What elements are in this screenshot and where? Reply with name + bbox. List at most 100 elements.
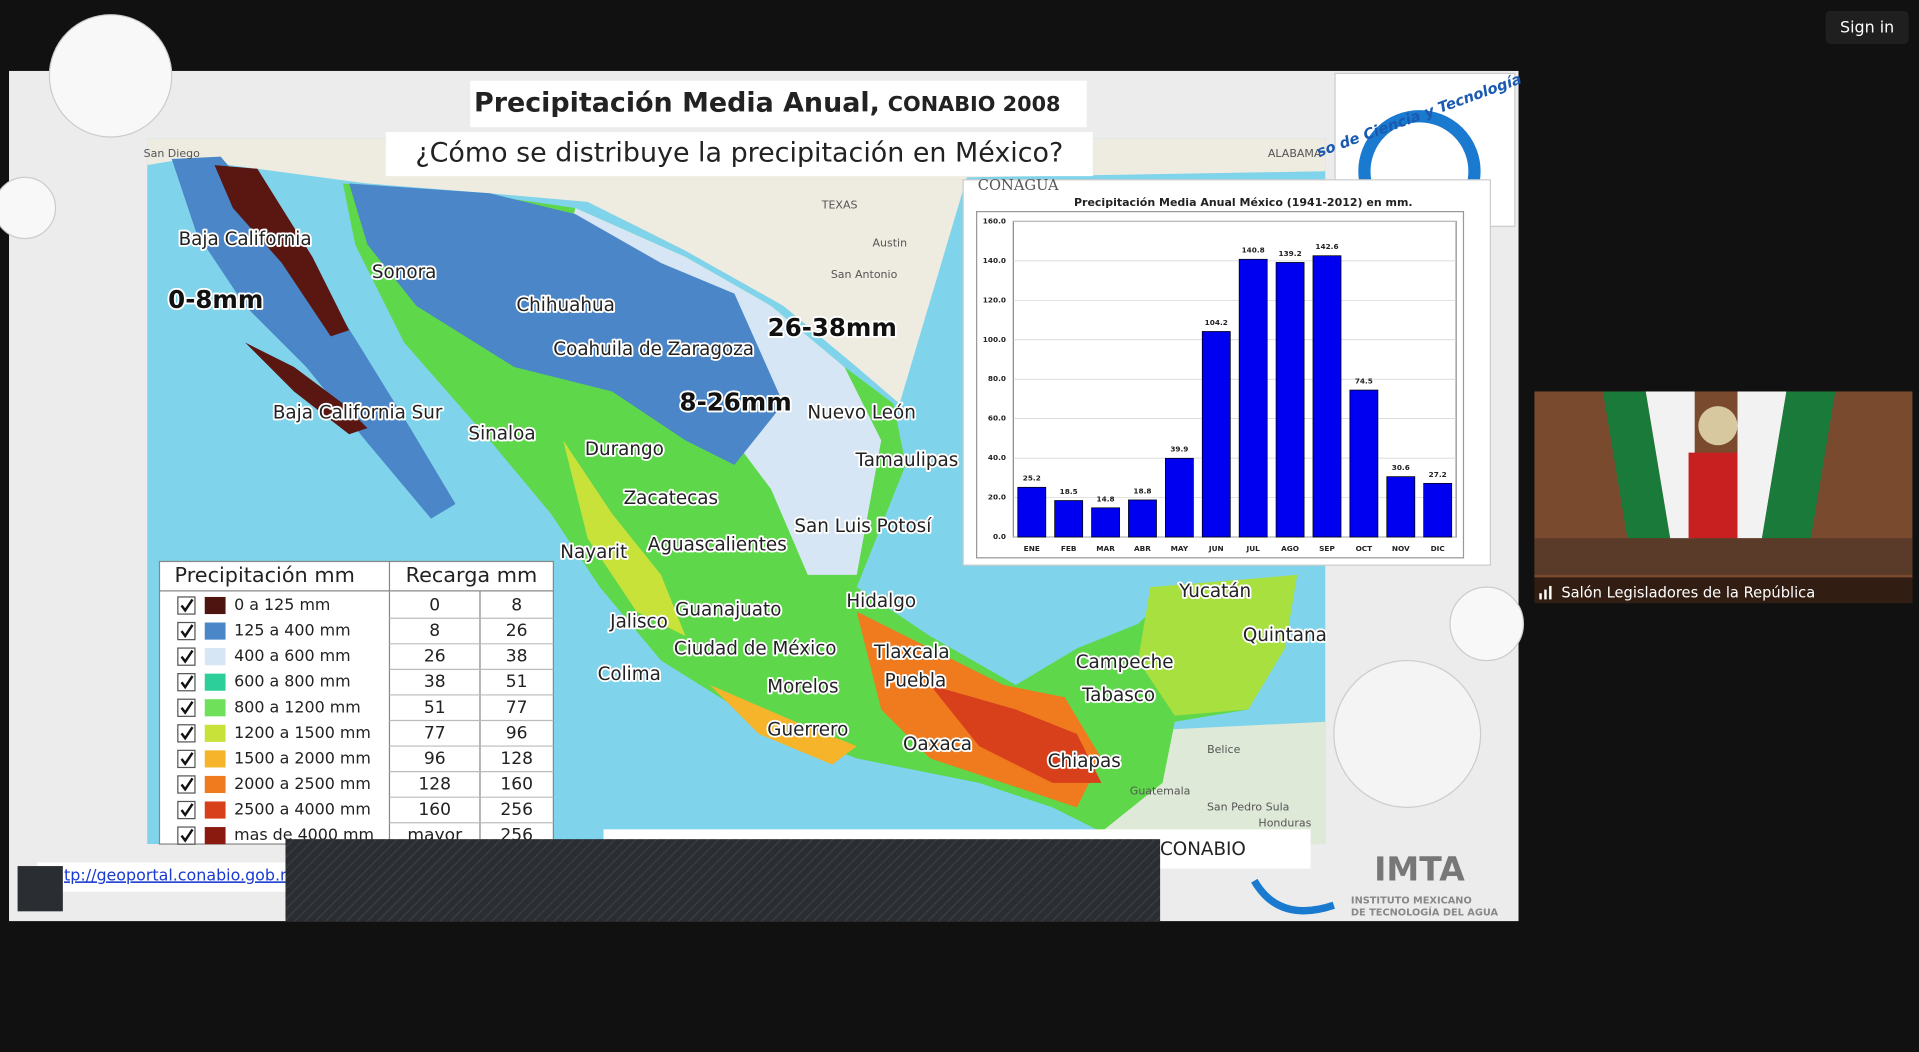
institute-name: IMTA — [1374, 849, 1465, 888]
flag-red — [1688, 452, 1738, 539]
y-tick-label: 120.0 — [983, 295, 1006, 304]
state-label: Baja California — [179, 229, 312, 250]
legend-swatch — [204, 775, 226, 794]
zone-arid — [349, 183, 784, 465]
emblem — [1698, 406, 1738, 446]
chart-source: CONAGUA — [978, 177, 1059, 194]
x-tick-label: ENE — [1024, 544, 1040, 553]
legend-swatch — [204, 699, 226, 717]
flag-white — [1737, 391, 1787, 539]
bar — [1164, 457, 1194, 538]
basemap-label: Austin — [872, 236, 907, 249]
state-label: Baja California Sur — [273, 402, 443, 423]
recharge-max: 8 — [511, 596, 522, 616]
bar — [1201, 331, 1231, 538]
state-label: Morelos — [767, 676, 838, 697]
state-label: Jalisco — [609, 612, 668, 633]
checkmark — [180, 700, 194, 715]
baja-peninsula — [171, 156, 456, 519]
recharge-min: 128 — [418, 774, 451, 794]
chart-frame — [976, 211, 1465, 559]
bar — [1423, 482, 1453, 538]
slide: Baja California Sonora Chihuahua Coahuila d… — [0, 14, 1525, 922]
basemap-label: San Pedro Sula — [1207, 800, 1289, 813]
state-label: Hidalgo — [846, 591, 916, 612]
state-label: Durango — [585, 439, 664, 460]
x-tick-label: ABR — [1134, 544, 1151, 553]
basemap-label: San Antonio — [831, 268, 898, 281]
legend-rows: 0 a 125 mm 0 8 125 a 400 mm 8 26 400 a 600 mm 2… — [177, 595, 554, 849]
slide-title-source: CONABIO 2008 — [888, 92, 1061, 116]
state-label: San Luis Potosí — [794, 516, 932, 537]
bar — [1275, 262, 1305, 538]
y-tick-label: 20.0 — [988, 493, 1006, 502]
value-label: 30.6 — [1392, 463, 1410, 472]
value-label: 74.5 — [1355, 376, 1373, 385]
legend-swatch — [204, 724, 226, 742]
legend-swatch — [204, 750, 226, 768]
recharge-max: 51 — [506, 672, 528, 692]
state-label: Quintana — [1243, 625, 1327, 646]
value-label: 25.2 — [1023, 474, 1041, 483]
legend-label: 2000 a 2500 mm — [234, 774, 371, 793]
legend-label: 1500 a 2000 mm — [234, 748, 371, 767]
value-label: 27.2 — [1429, 470, 1447, 479]
basemap-label: San Diego — [144, 147, 200, 160]
y-tick-label: 40.0 — [988, 453, 1006, 462]
bar — [1054, 500, 1084, 538]
flag-green — [1602, 391, 1671, 539]
value-label: 18.8 — [1133, 486, 1151, 495]
legend-swatch — [204, 673, 226, 691]
recharge-max: 38 — [506, 647, 528, 667]
signal-icon — [1544, 589, 1547, 600]
checkmark — [180, 752, 194, 766]
recharge-min: 38 — [424, 672, 446, 692]
bar — [1128, 499, 1157, 538]
state-label: Tamaulipas — [855, 450, 959, 471]
y-tick-label: 0.0 — [993, 532, 1006, 541]
zone-hyperarid — [214, 165, 350, 337]
x-tick-label: MAY — [1171, 544, 1189, 553]
recharge-min: 77 — [424, 723, 446, 743]
basemap-label: Belice — [1207, 743, 1240, 756]
sign-in-button[interactable] — [1825, 11, 1909, 45]
legend-swatch — [204, 827, 226, 845]
checkmark — [180, 828, 194, 843]
decor-bubble — [48, 14, 173, 138]
url-box — [37, 862, 288, 892]
recharge-min: 51 — [424, 698, 446, 718]
zone-wet — [709, 685, 857, 765]
legend-swatch — [204, 648, 226, 666]
x-tick-label: JUL — [1246, 544, 1261, 553]
yucatan — [1138, 574, 1298, 716]
legend-swatch — [204, 801, 226, 819]
signal-icon — [1549, 585, 1552, 600]
source-credit: CONABIO — [1160, 839, 1246, 860]
state-label: Sonora — [372, 262, 436, 283]
state-label: Sinaloa — [468, 423, 535, 444]
state-label: Ciudad de México — [674, 639, 837, 660]
state-label: Aguascalientes — [648, 535, 787, 556]
flag-green — [1761, 391, 1836, 539]
checkmark — [180, 675, 194, 690]
map-labels: Baja California Sonora Chihuahua Coahuila d… — [144, 147, 1329, 829]
value-label: 14.8 — [1097, 494, 1115, 503]
slide-title: Precipitación Media Anual, — [474, 87, 880, 118]
state-label: Guanajuato — [675, 599, 781, 620]
source-url[interactable]: tp://geoportal.conabio.gob.m — [64, 865, 295, 884]
decor-bubble — [1449, 586, 1525, 662]
participant-tile[interactable]: Salón Legisladores de la República — [1534, 391, 1913, 604]
recharge-min: 0 — [429, 596, 440, 616]
state-label: Chiapas — [1048, 751, 1121, 772]
recharge-max: 96 — [506, 723, 528, 743]
x-tick-label: FEB — [1061, 544, 1077, 553]
sign-in-label[interactable]: Sign in — [1840, 18, 1894, 37]
zone-label: 0-8mm — [168, 285, 263, 314]
zone-wet — [563, 440, 686, 637]
recharge-max: 160 — [500, 774, 533, 794]
bar — [1017, 486, 1047, 538]
y-tick-label: 160.0 — [983, 216, 1006, 225]
presidium — [1534, 538, 1913, 575]
value-label: 140.8 — [1242, 246, 1265, 255]
y-tick-label: 100.0 — [983, 335, 1006, 344]
